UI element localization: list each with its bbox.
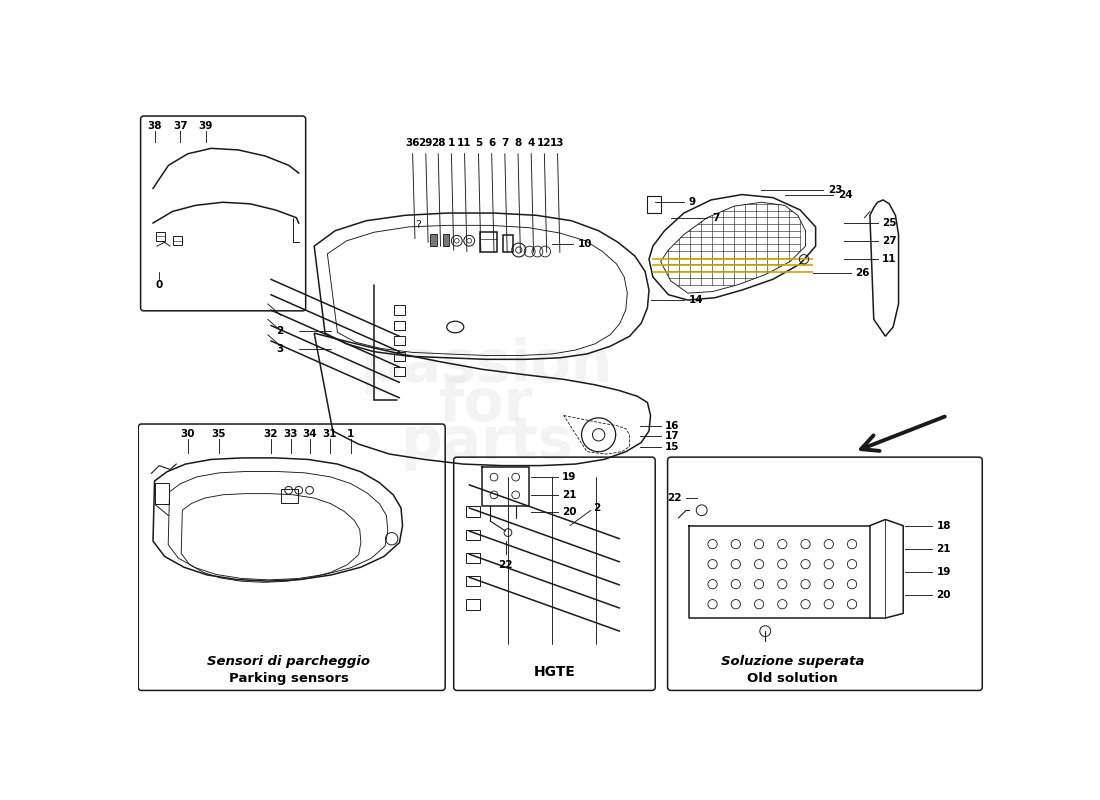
Bar [394,352,405,361]
Text: 13: 13 [550,138,564,147]
Text: ?: ? [415,220,421,230]
Text: 2: 2 [593,503,601,513]
Text: 21: 21 [936,544,952,554]
Text: 19: 19 [936,567,950,577]
Text: 30: 30 [180,429,195,438]
Text: 32: 32 [264,429,278,438]
Text: 24: 24 [838,190,853,199]
Text: 0: 0 [155,280,163,290]
Text: 37: 37 [173,121,187,130]
Text: 4: 4 [528,138,535,147]
Text: 33: 33 [284,429,298,438]
Text: 1: 1 [346,429,354,438]
Text: 3: 3 [276,343,283,354]
Text: 25: 25 [882,218,896,228]
Text: 27: 27 [882,236,896,246]
Text: Old solution: Old solution [747,672,838,685]
Text: 22: 22 [667,493,682,503]
Text: 9: 9 [689,198,695,207]
Text: 17: 17 [666,431,680,442]
Text: for: for [439,375,534,433]
Bar [648,196,661,213]
Text: 20: 20 [562,507,576,517]
Bar [466,599,480,610]
Bar [466,576,480,586]
Bar [443,234,449,246]
Text: 7: 7 [712,213,719,222]
Text: 11: 11 [882,254,896,264]
Bar [173,236,183,246]
Text: 11: 11 [458,138,472,147]
Bar [394,367,405,376]
Text: 20: 20 [936,590,952,600]
Text: 35: 35 [211,429,227,438]
Text: 39: 39 [198,121,213,130]
Text: 22: 22 [498,560,513,570]
Bar [394,306,405,314]
Text: 21: 21 [562,490,576,500]
Text: 19: 19 [562,472,576,482]
Bar [466,553,480,563]
Text: 10: 10 [578,239,592,249]
Text: 38: 38 [147,121,162,130]
Bar [430,234,437,246]
Text: parts: parts [400,414,572,471]
Text: Sensori di parcheggio: Sensori di parcheggio [207,655,370,669]
Text: 15: 15 [666,442,680,452]
Text: 34: 34 [302,429,317,438]
Text: HGTE: HGTE [534,665,575,679]
Text: 23: 23 [828,185,843,195]
Bar [466,530,480,540]
Text: 28: 28 [431,138,446,147]
Text: 7: 7 [502,138,508,147]
Text: 18: 18 [936,521,952,530]
Text: 26: 26 [855,268,870,278]
Bar [480,231,497,251]
Text: 1: 1 [448,138,455,147]
Text: Parking sensors: Parking sensors [229,672,349,685]
Text: 31: 31 [322,429,337,438]
Bar [156,231,165,241]
Text: Soluzione superata: Soluzione superata [720,655,865,669]
Text: 16: 16 [666,421,680,430]
Text: 6: 6 [488,138,495,147]
Bar [504,234,513,251]
Text: 2: 2 [276,326,283,336]
Bar [280,489,298,502]
Bar [466,506,480,517]
Text: 29: 29 [419,138,433,147]
Text: 14: 14 [689,295,703,305]
Text: 36: 36 [406,138,420,147]
Text: 8: 8 [515,138,521,147]
Text: 5: 5 [475,138,482,147]
Text: 12: 12 [537,138,551,147]
Text: passion: passion [360,337,613,394]
Bar [154,482,168,504]
Bar [394,336,405,346]
Bar [394,321,405,330]
